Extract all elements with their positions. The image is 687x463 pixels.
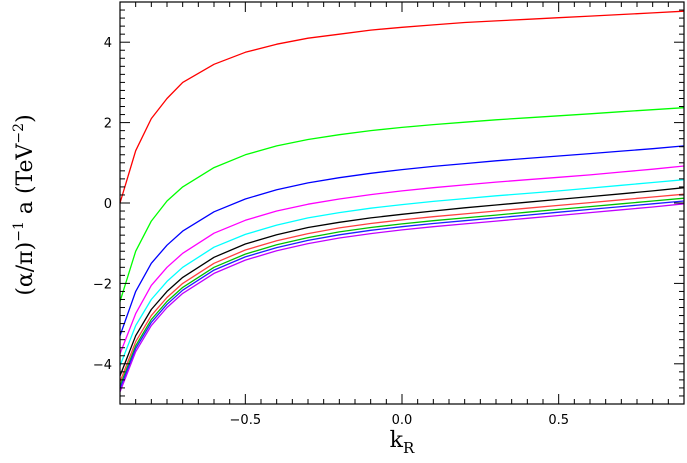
y-axis-label-prefix: (α/π) xyxy=(13,242,38,296)
plot-frame xyxy=(119,1,685,405)
x-tick-label: 0.0 xyxy=(392,413,413,428)
series-line-3 xyxy=(119,145,685,336)
y-axis-label-unit-exponent: −2 xyxy=(11,123,27,144)
series-line-6 xyxy=(119,187,685,377)
series-line-4 xyxy=(119,165,685,355)
series-line-8 xyxy=(119,197,685,387)
y-axis-label-suffix: ) xyxy=(13,114,38,123)
series-line-10 xyxy=(119,203,685,393)
series-line-9 xyxy=(119,200,685,389)
y-tick-label: −2 xyxy=(93,277,112,292)
x-axis-label-subscript: R xyxy=(403,439,415,457)
series-line-2 xyxy=(119,107,685,302)
series-line-5 xyxy=(119,179,685,367)
series-line-7 xyxy=(119,193,685,383)
series-line-1 xyxy=(119,10,685,204)
y-tick-label: 2 xyxy=(104,117,112,132)
y-tick-label: 4 xyxy=(104,36,112,51)
x-tick-label: 0.5 xyxy=(548,413,569,428)
y-tick-label: 0 xyxy=(104,197,112,212)
y-axis-label-inverse-exponent: −1 xyxy=(11,221,27,242)
y-tick-label: −4 xyxy=(93,358,112,373)
x-axis-label: kR xyxy=(390,428,415,457)
ticks-layer: −0.5 0.0 0.5 −4 −2 0 2 4 xyxy=(93,1,685,428)
x-axis-label-main: k xyxy=(390,428,404,453)
y-axis-label-middle: a (TeV xyxy=(13,142,38,221)
y-axis-label: (α/π)−1 a (TeV−2) xyxy=(11,114,38,295)
series-layer xyxy=(119,10,685,393)
x-tick-label: −0.5 xyxy=(230,413,262,428)
